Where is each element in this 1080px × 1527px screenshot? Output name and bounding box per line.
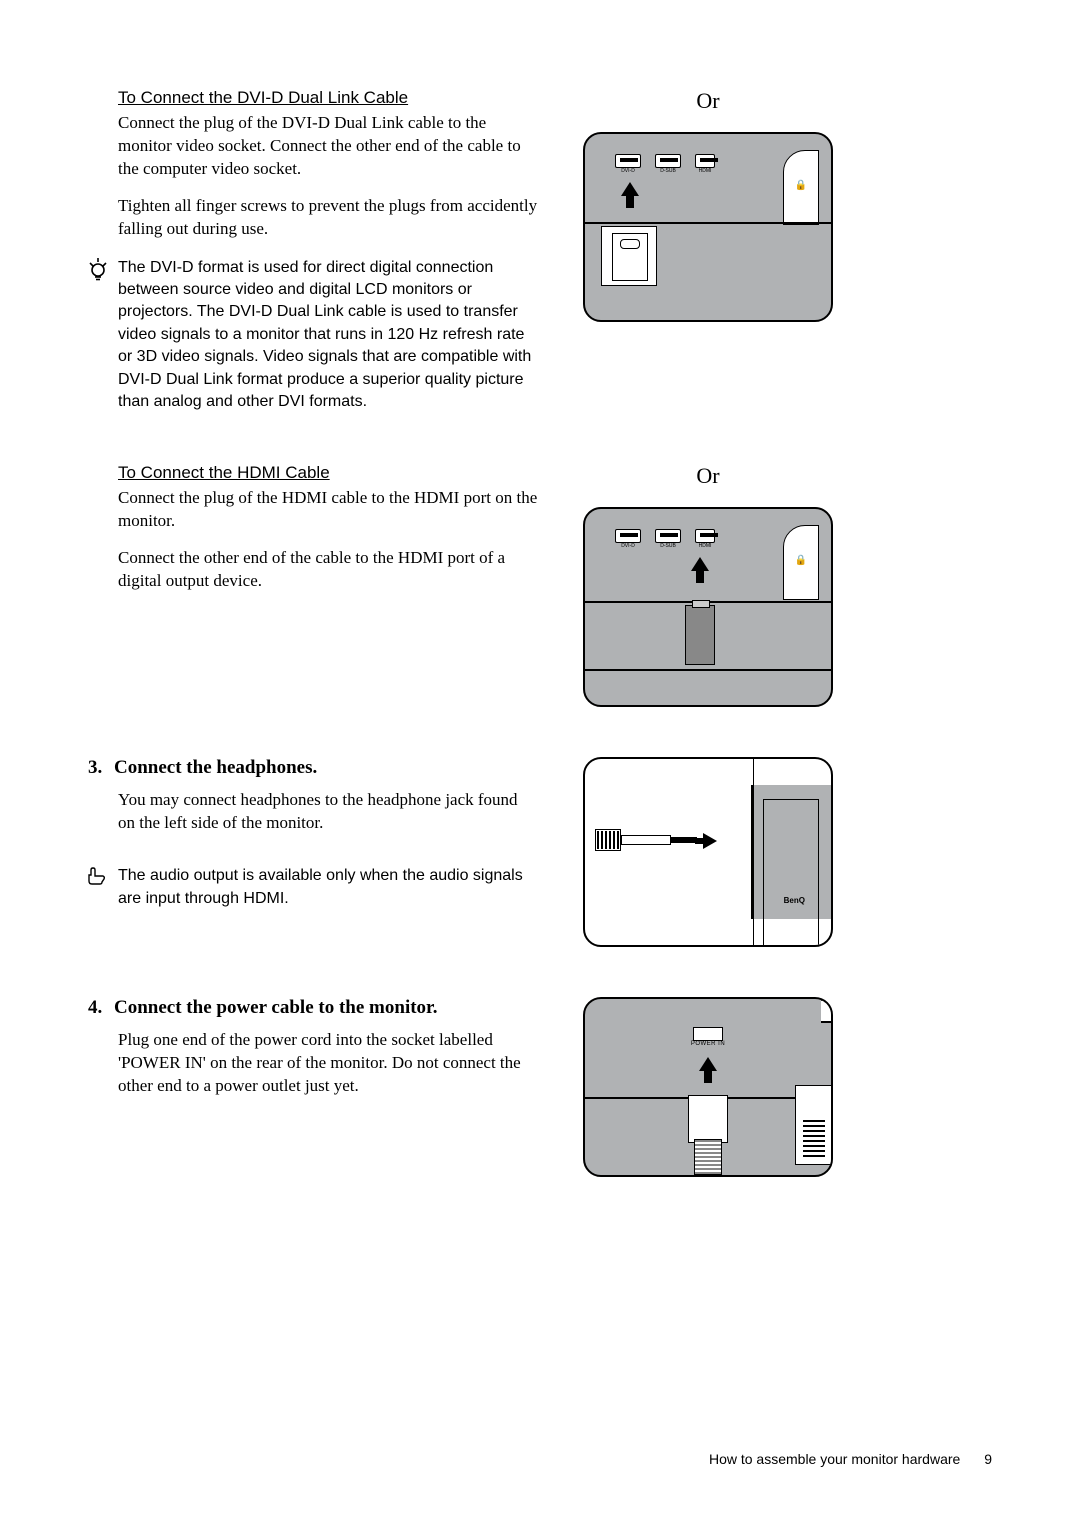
headphones-para: You may connect headphones to the headph…: [118, 789, 538, 835]
lightbulb-icon: [86, 257, 110, 281]
dvi-tip-text: The DVI-D format is used for direct digi…: [118, 257, 538, 414]
hdmi-text-column: To Connect the HDMI Cable Connect the pl…: [88, 463, 538, 707]
headphones-illustration: BenQ: [583, 757, 833, 947]
page: To Connect the DVI-D Dual Link Cable Con…: [88, 88, 992, 1177]
power-para: Plug one end of the power cord into the …: [118, 1029, 538, 1098]
dvi-para-2: Tighten all finger screws to prevent the…: [118, 195, 538, 241]
step-3-num: 3.: [88, 757, 114, 779]
step-3-heading: 3.Connect the headphones.: [88, 757, 538, 779]
footer-text: How to assemble your monitor hardware: [709, 1451, 960, 1467]
dvi-text-column: To Connect the DVI-D Dual Link Cable Con…: [88, 88, 538, 413]
page-number: 9: [984, 1451, 992, 1467]
port-label-hdmi: HDMI: [695, 168, 715, 174]
hdmi-illus-column: Or DVI-D D-SUB HDMI: [568, 463, 848, 707]
lock-icon: 🔒: [795, 180, 807, 191]
headphones-illus-column: BenQ: [568, 757, 848, 947]
benq-logo: BenQ: [784, 896, 805, 905]
hdmi-subhead: To Connect the HDMI Cable: [118, 463, 538, 483]
step-3-title: Connect the headphones.: [114, 757, 317, 778]
port-label-dsub-2: D-SUB: [655, 543, 681, 549]
dvi-para-1: Connect the plug of the DVI-D Dual Link …: [118, 112, 538, 181]
or-label-2: Or: [696, 463, 719, 489]
lock-icon-2: 🔒: [795, 555, 807, 566]
hand-point-icon: [86, 865, 110, 889]
section-dvi: To Connect the DVI-D Dual Link Cable Con…: [88, 88, 992, 413]
dvi-subhead: To Connect the DVI-D Dual Link Cable: [118, 88, 538, 108]
step-4-heading: 4.Connect the power cable to the monitor…: [88, 997, 538, 1019]
port-label-dvi-2: DVI-D: [615, 543, 641, 549]
section-hdmi: To Connect the HDMI Cable Connect the pl…: [88, 463, 992, 707]
headphones-note-text: The audio output is available only when …: [118, 865, 538, 910]
dvi-illustration: DVI-D D-SUB HDMI 🔒: [583, 132, 833, 322]
headphones-note-wrap: The audio output is available only when …: [88, 865, 538, 910]
or-label-1: Or: [696, 88, 719, 114]
page-footer: How to assemble your monitor hardware 9: [709, 1451, 992, 1467]
power-in-label: POWER IN: [691, 1041, 725, 1047]
hdmi-para-2: Connect the other end of the cable to th…: [118, 547, 538, 593]
arrow-right-icon: [703, 833, 717, 849]
step-4-title: Connect the power cable to the monitor.: [114, 997, 438, 1018]
section-headphones: 3.Connect the headphones. You may connec…: [88, 757, 992, 947]
power-illustration: POWER IN: [583, 997, 833, 1177]
power-illus-column: POWER IN: [568, 997, 848, 1177]
headphones-text-column: 3.Connect the headphones. You may connec…: [88, 757, 538, 947]
step-4-num: 4.: [88, 997, 114, 1019]
hdmi-para-1: Connect the plug of the HDMI cable to th…: [118, 487, 538, 533]
power-text-column: 4.Connect the power cable to the monitor…: [88, 997, 538, 1177]
dvi-illus-column: Or DVI-D D-SUB HDMI: [568, 88, 848, 413]
hdmi-illustration: DVI-D D-SUB HDMI 🔒: [583, 507, 833, 707]
dvi-tip-wrap: The DVI-D format is used for direct digi…: [88, 257, 538, 414]
section-power: 4.Connect the power cable to the monitor…: [88, 997, 992, 1177]
port-label-hdmi-2: HDMI: [695, 543, 715, 549]
port-label-dsub: D-SUB: [655, 168, 681, 174]
port-label-dvi: DVI-D: [615, 168, 641, 174]
